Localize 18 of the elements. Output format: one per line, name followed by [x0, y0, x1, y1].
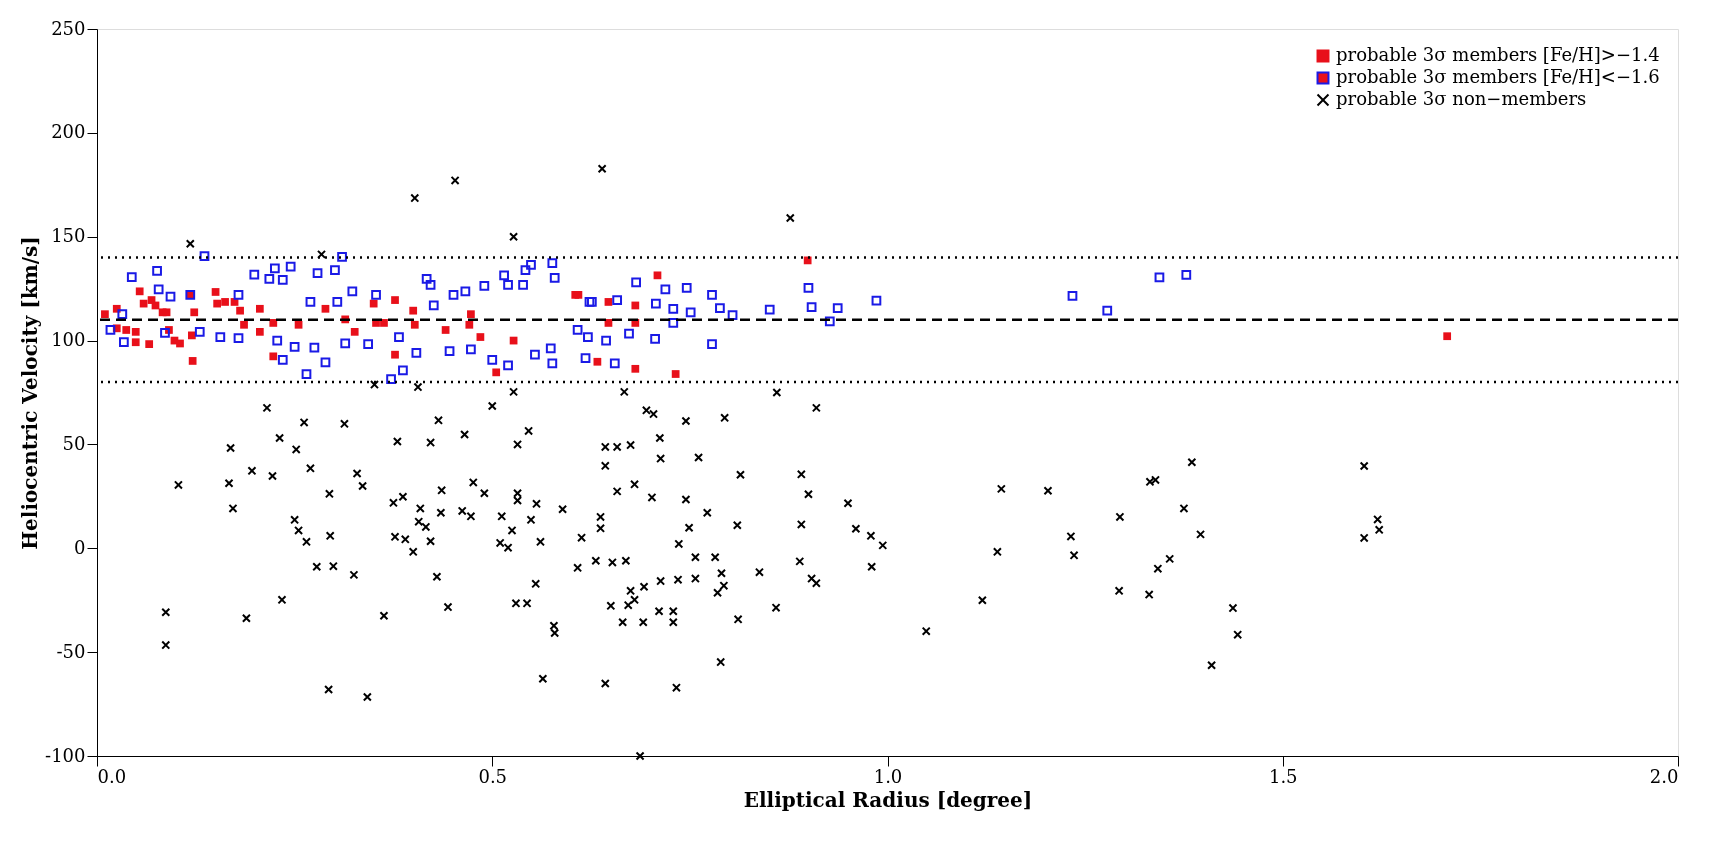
y-tick-label: 250: [51, 17, 86, 39]
y-axis-title: Heliocentric Velocity [km/s]: [18, 236, 43, 550]
legend-label: probable 3σ non−members: [1336, 88, 1587, 109]
y-tick-label: -100: [45, 744, 86, 766]
y-tick-label: 50: [62, 432, 86, 454]
legend-label: probable 3σ members [Fe/H]>−1.4: [1336, 44, 1660, 65]
x-tick-label: 0.0: [97, 765, 127, 787]
y-tick-label: 100: [51, 329, 86, 351]
legend-label: probable 3σ members [Fe/H]<−1.6: [1336, 66, 1660, 87]
x-tick-label: 1.0: [873, 765, 903, 787]
y-tick-label: 0: [74, 536, 86, 558]
y-tick-label: -50: [56, 640, 86, 662]
y-tick-label: 150: [51, 225, 86, 247]
x-axis-title: Elliptical Radius [degree]: [743, 787, 1033, 812]
x-tick-label: 1.5: [1268, 765, 1298, 787]
x-tick-label: 0.5: [478, 765, 508, 787]
y-tick-label: 200: [51, 121, 86, 143]
x-tick-label: 2.0: [1649, 765, 1679, 787]
